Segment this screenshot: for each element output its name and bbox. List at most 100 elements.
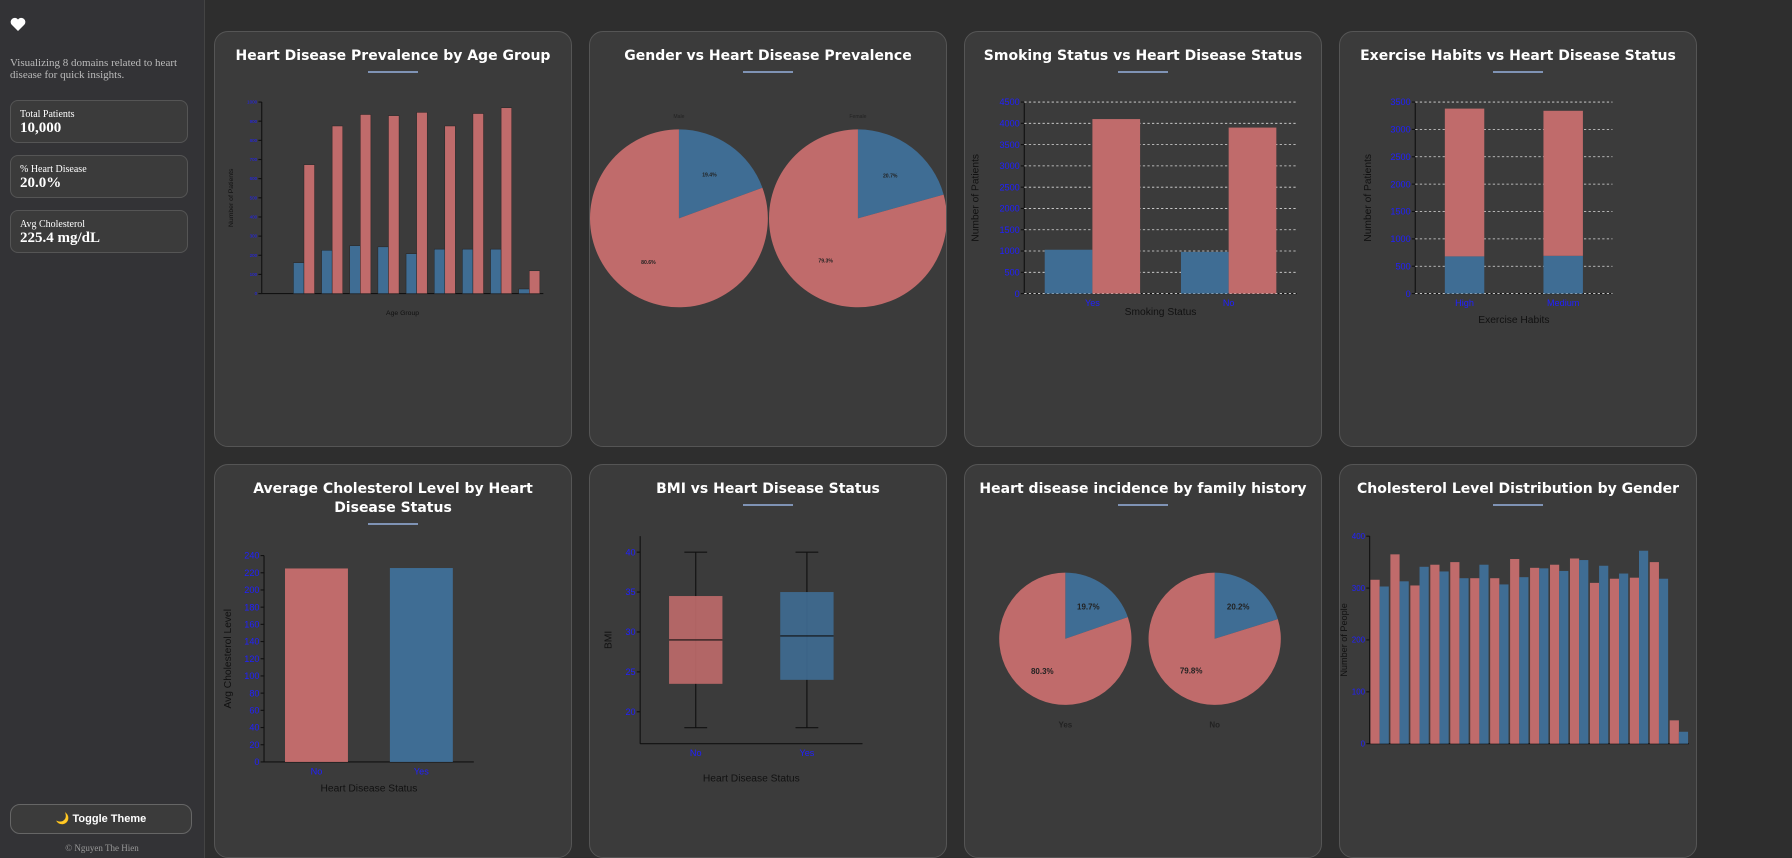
y-tick-label: 1000 [247, 100, 258, 105]
chart: 0 20 40 60 80 100 120 140 160 180 200 220 240 No Yes He… [223, 551, 474, 795]
y-tick-label: 180 [244, 602, 259, 612]
slice-label: 80.3% [1031, 667, 1054, 676]
bar [1479, 564, 1489, 744]
y-tick-label: 2500 [999, 182, 1019, 192]
pie-slice [768, 129, 946, 308]
bar [1444, 108, 1485, 257]
bar [1510, 559, 1520, 744]
chart-card: Average Cholesterol Level by Heart Disea… [214, 464, 572, 858]
bar [1589, 582, 1600, 744]
bar [1390, 554, 1400, 744]
bar [444, 125, 456, 294]
bar [285, 568, 348, 762]
y-tick-label: 120 [244, 654, 259, 664]
y-tick-label: 900 [250, 119, 258, 124]
chart: 0 500 1000 1500 2000 2500 3000 3500 4000 4500 Yes N… [971, 97, 1297, 318]
bar [389, 568, 453, 762]
y-tick-label: 3500 [1390, 97, 1410, 107]
toggle-theme-button[interactable]: 🌙 Toggle Theme [10, 804, 192, 834]
bar [321, 250, 333, 294]
bar [1470, 578, 1480, 744]
bar [1669, 720, 1679, 744]
y-tick-label: 1500 [1390, 207, 1410, 217]
pie-label: No [1209, 721, 1220, 730]
chart-title: Heart Disease Prevalence by Age Group [225, 47, 561, 73]
bar [1439, 571, 1449, 744]
chart-title: Gender vs Heart Disease Prevalence [600, 47, 936, 73]
bar [303, 164, 315, 294]
bar [1379, 586, 1389, 744]
slice-label: 20.7% [883, 174, 898, 180]
y-tick-label: 3000 [999, 161, 1019, 171]
bar [1430, 564, 1440, 744]
bar [434, 248, 446, 294]
bar [1649, 562, 1659, 744]
pie-slice [999, 572, 1132, 705]
y-tick-label: 300 [1352, 584, 1366, 593]
pie-slice [590, 129, 768, 308]
bar [1092, 119, 1141, 294]
slice-label: 19.7% [1077, 602, 1100, 611]
y-tick-label: 200 [244, 585, 259, 595]
y-tick-label: 700 [250, 157, 258, 162]
bar [1609, 578, 1620, 744]
y-tick-label: 20 [625, 707, 635, 717]
chart: 0 500 1000 1500 2000 2500 3000 3500 High Medium Ex… [1363, 97, 1613, 326]
x-tick-label: Yes [1085, 298, 1100, 308]
bar [1519, 577, 1529, 744]
y-tick-label: 600 [250, 176, 258, 181]
stat-card: Total Patients 10,000 [10, 100, 188, 143]
y-tick-label: 4500 [999, 97, 1019, 107]
y-tick-label: 100 [250, 272, 258, 277]
bar [416, 112, 428, 294]
bar [1530, 567, 1540, 744]
y-tick-label: 2500 [1390, 152, 1410, 162]
y-tick-label: 140 [244, 637, 259, 647]
chart: 20 25 30 35 40 No Yes Heart Disease Status BMI [604, 536, 863, 784]
bar [1370, 579, 1380, 744]
y-axis-label: Number of Patients [1363, 154, 1374, 242]
chart-card: Heart Disease Prevalence by Age Group 0 10… [214, 31, 572, 447]
y-tick-label: 35 [625, 587, 635, 597]
x-tick-label: No [311, 766, 323, 776]
x-axis-label: Heart Disease Status [320, 784, 417, 795]
chart: 19.7% 80.3% Yes 20.2% 79.8% No [999, 572, 1281, 730]
bar [1450, 562, 1460, 744]
y-tick-label: 4000 [999, 119, 1019, 129]
y-axis-label: Avg Cholesterol Level [223, 609, 234, 709]
slice-label: 20.2% [1227, 603, 1250, 612]
chart-title: BMI vs Heart Disease Status [600, 480, 936, 506]
stat-card: Avg Cholesterol 225.4 mg/dL [10, 210, 188, 253]
y-tick-label: 40 [249, 723, 259, 733]
bar [1569, 558, 1580, 744]
chart: 0 100 200 300 400 500 600 700 800 900 1000 Age Grou… [228, 100, 544, 317]
pie-label: Female [849, 114, 866, 120]
chart-title: Heart disease incidence by family histor… [975, 480, 1311, 506]
pie-slice [678, 129, 763, 219]
chart-card: BMI vs Heart Disease Status 20 25 30 35 40 No Y… [589, 464, 947, 858]
stat-card: % Heart Disease 20.0% [10, 155, 188, 198]
pie-slice [1148, 572, 1281, 705]
x-axis-label: Age Group [386, 310, 419, 317]
y-tick-label: 500 [1005, 267, 1020, 277]
slice-label: 19.4% [702, 172, 717, 178]
slice-label: 79.8% [1180, 667, 1203, 676]
y-tick-label: 200 [1352, 636, 1366, 645]
bar [331, 125, 343, 294]
x-tick-label: Yes [799, 748, 814, 758]
bar [1658, 578, 1669, 744]
heart-icon [10, 17, 26, 31]
chart-title: Average Cholesterol Level by Heart Disea… [225, 480, 561, 525]
y-tick-label: 800 [250, 138, 258, 143]
x-tick-label: High [1455, 298, 1474, 308]
pie-slice [1214, 572, 1278, 639]
y-tick-label: 1000 [999, 246, 1019, 256]
chart-card: Gender vs Heart Disease Prevalence 19.4% 8… [589, 31, 947, 447]
y-axis-label: Number of People [1340, 603, 1349, 676]
bar [462, 248, 474, 294]
bar [349, 245, 361, 294]
bar [1543, 255, 1583, 294]
bar [388, 115, 400, 294]
bar [529, 270, 541, 294]
description: Visualizing 8 domains related to heart d… [10, 57, 178, 81]
